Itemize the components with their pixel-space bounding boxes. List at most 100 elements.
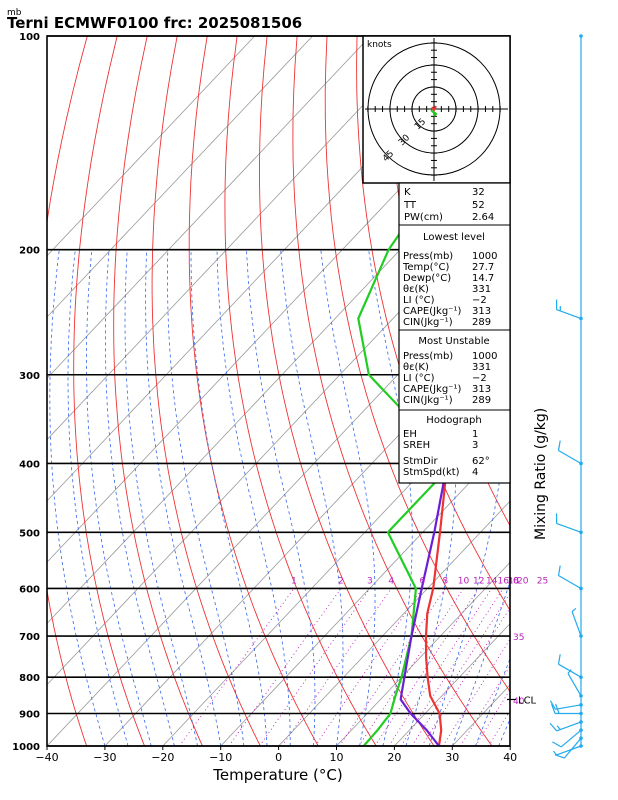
hodograph-stats-title: Hodograph [426, 415, 481, 426]
wind-barb-staff [560, 729, 582, 748]
mixing-ratio-line [475, 688, 510, 746]
pressure-tick-label: 100 [19, 32, 40, 43]
hodo-row-value: 4 [472, 467, 478, 478]
isotherm-line [47, 36, 255, 257]
wind-barb-staff [558, 574, 582, 590]
moist-adiabat-line [124, 249, 198, 746]
hodograph-trace [430, 109, 438, 117]
ll-row-label: CAPE(Jkg⁻¹) [403, 306, 461, 317]
mixing-ratio-tick-label: 3 [367, 577, 373, 587]
pressure-tick-label: 700 [19, 632, 40, 643]
moist-adiabat-line [190, 249, 268, 746]
wind-barb-flag [551, 703, 556, 714]
temperature-tick-label: −40 [35, 751, 58, 764]
mixing-ratio-tick-label: 14 [486, 577, 498, 587]
wind-barb-staff [567, 673, 582, 697]
ll-row-value: 331 [472, 284, 491, 295]
mixing-ratio-tick-label: 6 [420, 577, 426, 587]
wind-barb-staff [556, 522, 582, 533]
dry-adiabat-line [356, 36, 510, 612]
mixing-ratio-tick-label: 8 [442, 577, 448, 587]
pressure-tick-label: 200 [19, 246, 40, 257]
moist-adiabat-line [145, 249, 222, 746]
mixing-ratio-line [339, 588, 446, 746]
temperature-tick-label: −30 [93, 751, 116, 764]
mixing-ratio-tick-label: 1 [291, 577, 297, 587]
mixing-ratio-line [228, 588, 342, 746]
index-pw-value: 2.64 [472, 212, 494, 223]
mu-row-label: CAPE(Jkg⁻¹) [403, 384, 461, 395]
hodograph-inset: knots 15 30 45 [362, 35, 511, 184]
isotherm-line [220, 439, 510, 746]
wind-barb-flag [571, 607, 577, 613]
isotherm-line [47, 194, 510, 686]
wind-barb-flag [552, 741, 562, 748]
mixing-ratio-tick-label: 30 [507, 577, 519, 587]
moist-adiabat-line [86, 249, 152, 746]
mu-row-value: −2 [472, 373, 487, 384]
pressure-tick-label: 900 [19, 710, 40, 721]
mixing-ratio-tick-label: 18 [508, 577, 520, 587]
moist-adiabat-line [49, 249, 106, 746]
moist-adiabat-line [498, 718, 510, 746]
temperature-tick-labels: −40 −30 −20 −10 0 10 20 30 40 [35, 746, 517, 764]
pressure-unit-label: mb [7, 8, 22, 18]
hodo-row-label: StmDir [403, 456, 438, 467]
pressure-tick-label: 800 [19, 673, 40, 684]
dry-adiabat-line [47, 36, 88, 746]
wind-barb-staff [556, 309, 582, 320]
most-unstable-title: Most Unstable [418, 336, 489, 347]
mixing-ratio-line [259, 588, 371, 746]
lowest-level-title: Lowest level [423, 232, 485, 243]
mu-row-label: Press(mb) [403, 351, 453, 362]
dry-adiabat-line [151, 36, 261, 746]
mixing-ratio-axis-label: Mixing Ratio (g/kg) [533, 408, 549, 540]
mixing-ratio-line [442, 638, 510, 746]
index-k-value: 32 [472, 187, 485, 198]
index-pw-label: PW(cm) [404, 212, 443, 223]
mu-row-value: 313 [472, 384, 491, 395]
temperature-tick-label: 30 [445, 751, 459, 764]
wind-barb-staff [558, 663, 582, 678]
isotherm-line [47, 132, 510, 625]
temperature-tick-label: 10 [330, 751, 344, 764]
ll-row-label: LI (°C) [403, 295, 435, 306]
mixing-ratio-line [421, 607, 510, 746]
hodo-row-label: StmSpd(kt) [403, 467, 460, 478]
wind-barb-flag [557, 440, 561, 451]
isotherm-line [47, 36, 371, 379]
dry-adiabat-line [259, 36, 435, 746]
pressure-tick-label: 300 [19, 371, 40, 382]
wind-barb-flag [549, 700, 556, 710]
dewpoint-profile [357, 61, 510, 746]
mixing-ratio-tick-label: 2 [338, 577, 344, 587]
ll-row-label: Temp(°C) [402, 262, 450, 273]
index-table-frame [398, 182, 511, 484]
wind-barb-flag [567, 669, 572, 674]
mixing-ratio-line [400, 588, 504, 746]
dry-adiabat-line [567, 36, 618, 746]
dry-adiabat-line [597, 36, 618, 746]
temperature-tick-label: −20 [151, 751, 174, 764]
mixing-ratio-tick-label: 12 [473, 577, 484, 587]
hodograph-storm-motion [431, 105, 437, 112]
hodo-row-value: 3 [472, 440, 478, 451]
ll-row-label: θε(K) [403, 284, 429, 295]
mu-row-label: LI (°C) [403, 373, 435, 384]
pressure-tick-label: 500 [19, 528, 40, 539]
mu-row-label: θε(K) [403, 362, 429, 373]
isotherm-line [509, 745, 510, 746]
mu-row-label: CIN(Jkg⁻¹) [403, 395, 453, 406]
ll-row-value: 14.7 [472, 273, 494, 284]
wind-barb-staff [556, 745, 582, 756]
ll-row-label: CIN(Jkg⁻¹) [403, 317, 453, 328]
ll-row-value: −2 [472, 295, 487, 306]
index-k-label: K [404, 187, 411, 198]
mixing-ratio-line [411, 592, 510, 746]
hodo-row-value: 62° [472, 456, 490, 467]
lcl-label: LCL [518, 695, 537, 706]
wind-barb-flag [549, 722, 558, 732]
wind-barb-staff [555, 704, 582, 710]
